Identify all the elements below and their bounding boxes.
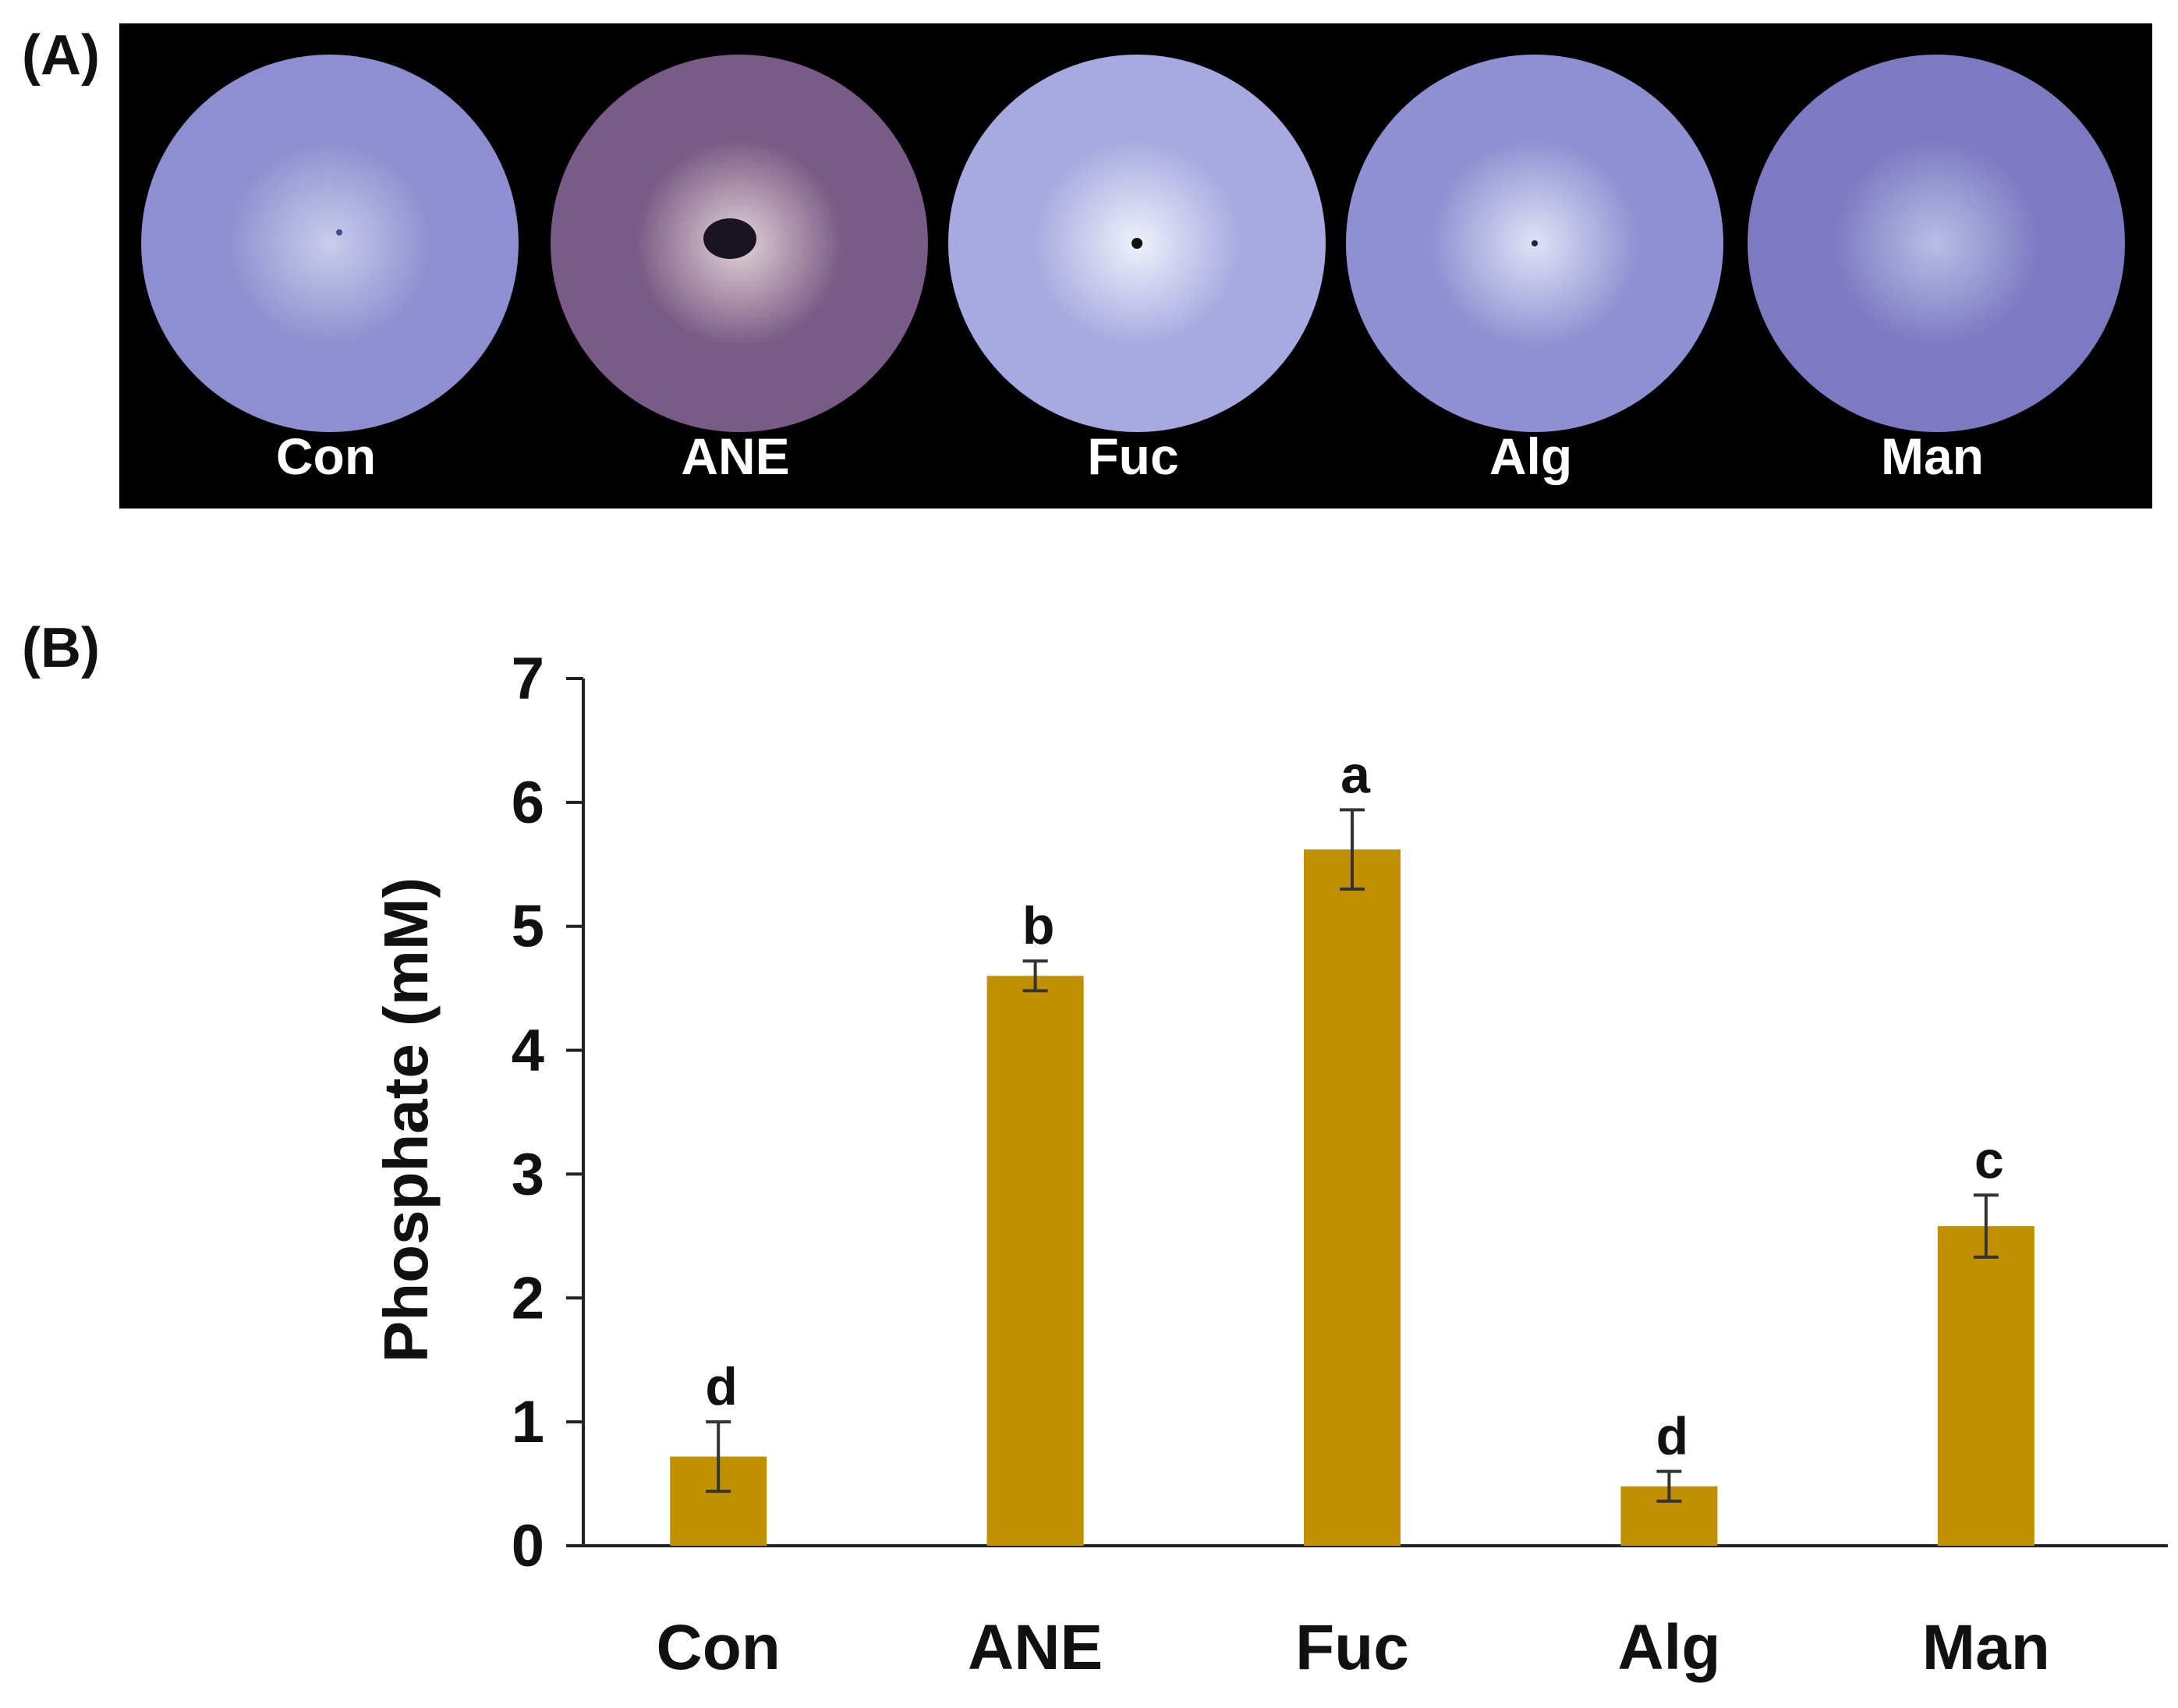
plate-label-con: Con	[276, 427, 376, 485]
petri-plate-photo-strip: Con ANE Fuc Alg Man	[119, 23, 2152, 509]
bar-ane	[986, 976, 1084, 1546]
plate-label-ane: ANE	[681, 427, 789, 485]
bar-group-con: d Con	[656, 1357, 780, 1683]
plate-label-fuc: Fuc	[1087, 427, 1178, 485]
x-tick-label-fuc: Fuc	[1295, 1612, 1409, 1683]
petri-plate-alg: Alg	[1346, 55, 1723, 485]
plate-center-spot	[1131, 238, 1142, 249]
bar-fuc	[1304, 849, 1401, 1546]
panel-a-label: (A)	[22, 24, 100, 87]
y-tick-label: 7	[512, 646, 544, 712]
bar-group-fuc: a Fuc	[1295, 745, 1409, 1683]
significance-letter: d	[705, 1357, 738, 1416]
bar-group-man: c Man	[1922, 1130, 2050, 1683]
x-tick-label-ane: ANE	[968, 1612, 1103, 1683]
significance-letter: d	[1656, 1407, 1689, 1466]
y-tick-label: 0	[512, 1513, 544, 1579]
plate-label-man: Man	[1881, 427, 1984, 485]
y-tick-label: 5	[512, 894, 544, 960]
x-tick-label-man: Man	[1922, 1612, 2050, 1683]
petri-plate-ane: ANE	[551, 55, 928, 485]
petri-plate-con: Con	[141, 55, 519, 485]
plate-label-alg: Alg	[1489, 427, 1572, 485]
bar-group-alg: d Alg	[1617, 1407, 1720, 1683]
y-tick-label: 1	[512, 1389, 544, 1455]
plate-center-spot	[336, 229, 342, 236]
plate-disc	[141, 55, 519, 432]
y-tick-label: 2	[512, 1265, 544, 1331]
plate-center-spot	[1532, 240, 1538, 246]
plate-disc	[1748, 55, 2125, 432]
petri-plates-image: Con ANE Fuc Alg Man	[141, 55, 2125, 485]
y-tick-label: 3	[512, 1141, 544, 1207]
significance-letter: a	[1340, 745, 1371, 804]
petri-plate-fuc: Fuc	[948, 55, 1326, 485]
panel-b-label: (B)	[22, 617, 100, 679]
y-tick-label: 4	[512, 1018, 544, 1084]
petri-plate-man: Man	[1748, 55, 2125, 485]
y-axis-title: Phosphate (mM)	[371, 877, 441, 1363]
bar-group-ane: b ANE	[968, 896, 1103, 1683]
x-tick-label-con: Con	[656, 1612, 780, 1683]
plate-center-spot	[703, 218, 756, 259]
x-tick-label-alg: Alg	[1617, 1612, 1720, 1683]
y-tick-label: 6	[512, 770, 544, 836]
significance-letter: b	[1022, 896, 1055, 955]
bar-man	[1937, 1226, 2035, 1546]
significance-letter: c	[1974, 1130, 2004, 1189]
